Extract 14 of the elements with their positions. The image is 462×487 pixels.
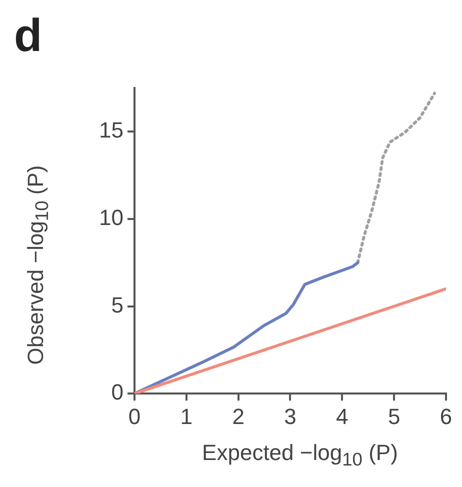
- x-axis-title: Expected −log$_{10}$ (P): [201, 440, 399, 470]
- x-tick-label: 5: [388, 404, 400, 429]
- x-tick-label: 6: [440, 404, 452, 429]
- y-tick-label: 5: [111, 292, 124, 318]
- chart-title: d: [14, 8, 42, 62]
- x-tick-label: 0: [128, 404, 141, 429]
- x-tick-label: 4: [336, 404, 348, 429]
- y-tick-label: 10: [98, 205, 124, 230]
- y-tick-label: 0: [111, 380, 124, 405]
- x-tick-label: 2: [232, 404, 244, 429]
- x-tick-label: 1: [180, 404, 193, 429]
- y-tick-label: 15: [98, 118, 124, 143]
- x-tick-label: 3: [284, 404, 296, 429]
- line-series: [356, 92, 436, 264]
